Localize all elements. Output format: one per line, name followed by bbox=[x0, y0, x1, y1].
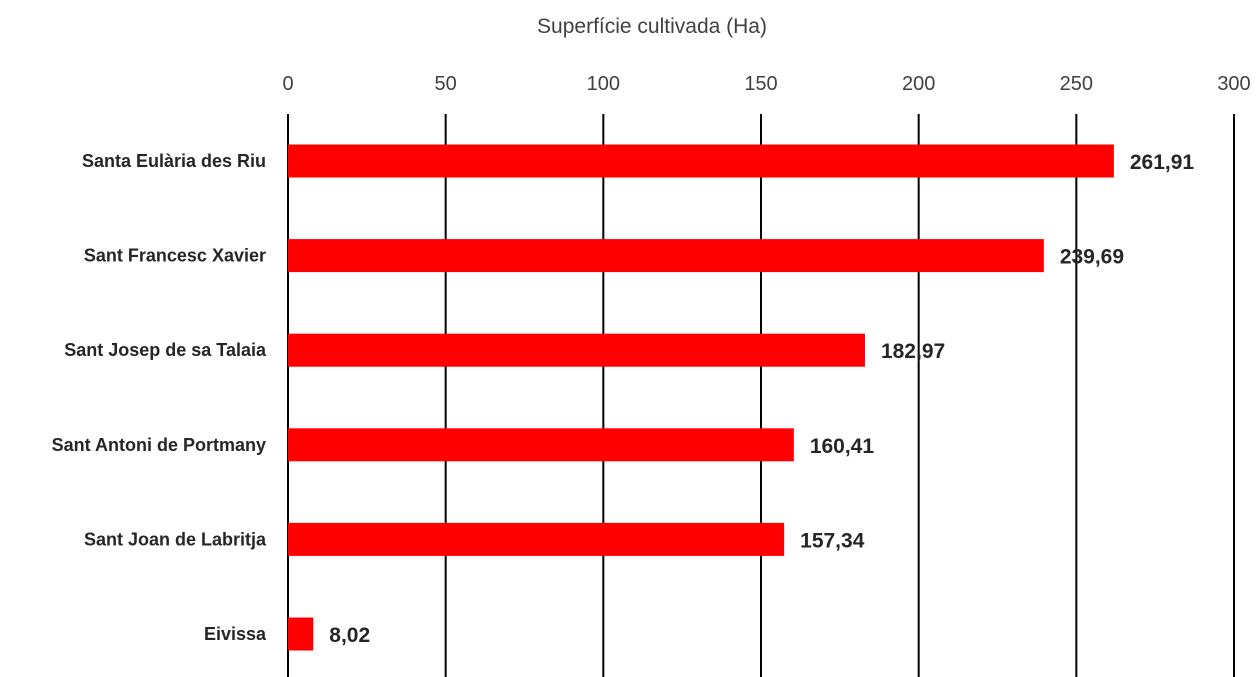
data-labels: 261,91 239,69 182,97 160,41 157,34 8,02 bbox=[329, 151, 1194, 647]
bar bbox=[288, 522, 785, 556]
data-label: 239,69 bbox=[1060, 246, 1124, 269]
data-label: 160,41 bbox=[810, 435, 875, 458]
x-tick-label: 150 bbox=[744, 73, 777, 95]
chart-axis-title: Superfície cultivada (Ha) bbox=[537, 15, 767, 38]
category-label: Eivissa bbox=[204, 624, 267, 644]
x-tick-label: 0 bbox=[282, 73, 293, 95]
x-tick-label: 250 bbox=[1060, 73, 1093, 95]
data-label: 157,34 bbox=[800, 529, 865, 552]
data-label: 182,97 bbox=[881, 340, 945, 363]
category-labels: Santa Eulària des Riu Sant Francesc Xavie… bbox=[52, 151, 267, 644]
data-label: 8,02 bbox=[329, 624, 370, 647]
category-label: Sant Francesc Xavier bbox=[84, 246, 266, 266]
x-tick-label: 300 bbox=[1217, 73, 1250, 95]
category-label: Sant Josep de sa Talaia bbox=[64, 340, 267, 360]
x-tick-label: 50 bbox=[435, 73, 457, 95]
bars bbox=[288, 144, 1114, 651]
x-tick-label: 100 bbox=[587, 73, 620, 95]
bar bbox=[288, 617, 314, 651]
data-label: 261,91 bbox=[1130, 151, 1195, 174]
bar bbox=[288, 144, 1114, 178]
x-axis-ticks: 0 50 100 150 200 250 300 bbox=[282, 73, 1250, 95]
bar bbox=[288, 333, 865, 367]
bar bbox=[288, 428, 794, 462]
bar bbox=[288, 239, 1044, 273]
category-label: Santa Eulària des Riu bbox=[82, 151, 266, 171]
category-label: Sant Joan de Labritja bbox=[84, 529, 267, 549]
x-tick-label: 200 bbox=[902, 73, 935, 95]
gridlines bbox=[287, 114, 1235, 677]
category-label: Sant Antoni de Portmany bbox=[52, 435, 266, 455]
